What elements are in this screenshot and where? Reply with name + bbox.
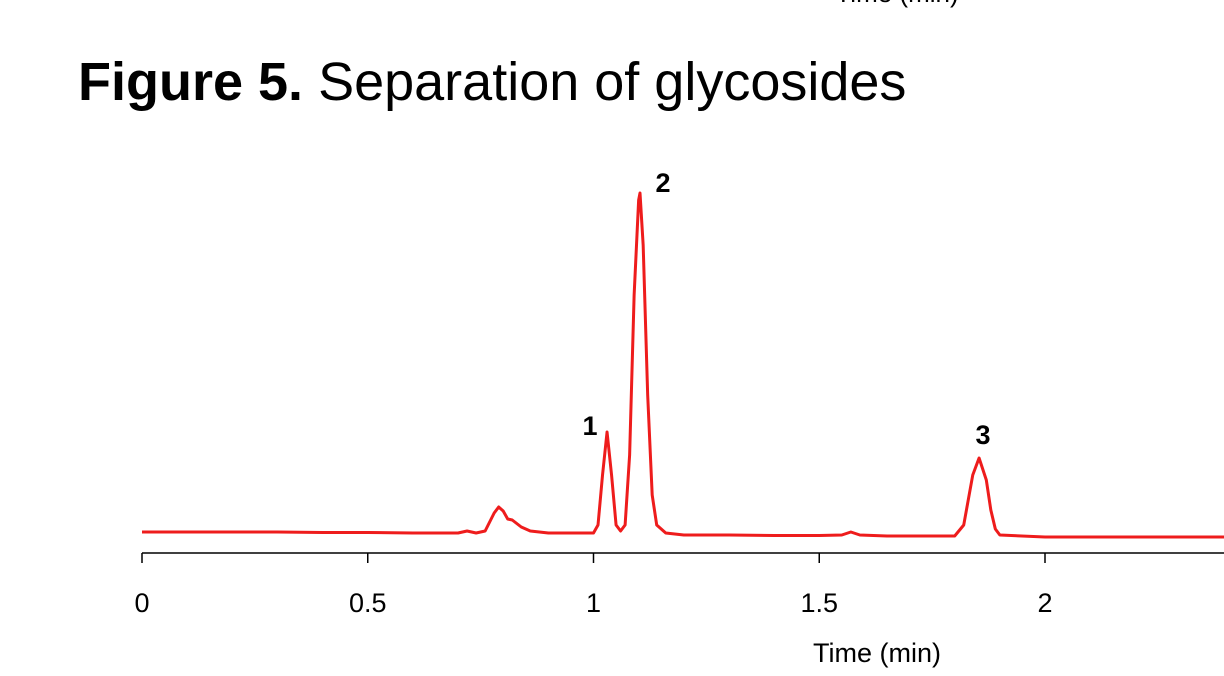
peak-label: 2 bbox=[655, 168, 670, 198]
x-tick-label: 0 bbox=[134, 588, 149, 618]
x-tick-label: 1 bbox=[586, 588, 601, 618]
title-text: Separation of glycosides bbox=[318, 52, 906, 112]
chart-title: Figure 5. Separation of glycosides bbox=[78, 52, 906, 112]
peak-label: 3 bbox=[975, 420, 990, 450]
peak-label: 1 bbox=[582, 411, 597, 441]
title-prefix: Figure 5. bbox=[78, 52, 303, 112]
x-axis-label: Time (min) bbox=[813, 638, 941, 668]
x-tick-label: 2 bbox=[1037, 588, 1052, 618]
x-tick-label: 1.5 bbox=[800, 588, 838, 618]
x-tick-label: 0.5 bbox=[349, 588, 387, 618]
chromatogram-line bbox=[142, 191, 1224, 539]
previous-axis-label: Time (min) bbox=[835, 0, 958, 8]
